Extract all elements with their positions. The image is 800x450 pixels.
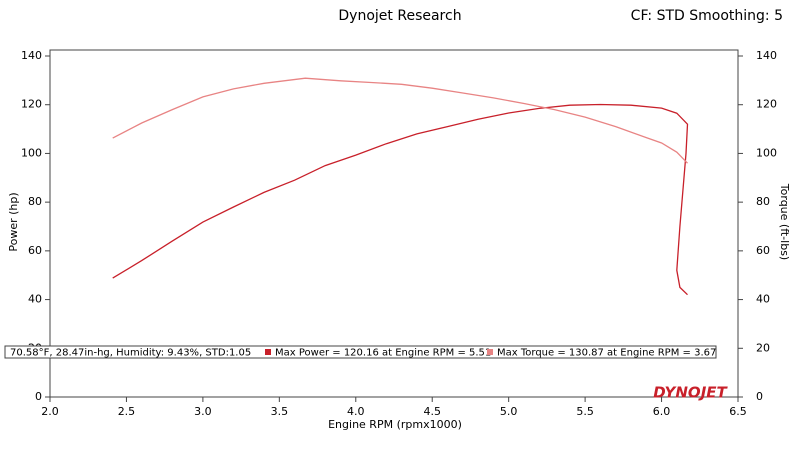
- y2-tick-label: 140: [756, 49, 777, 62]
- y2-tick-label: 60: [756, 244, 770, 257]
- x-tick-label: 2.5: [118, 405, 136, 418]
- legend-box: [4, 345, 717, 359]
- series-line: [112, 103, 689, 296]
- y2-tick-label: 0: [756, 390, 763, 403]
- logo: DYNOJET: [653, 384, 728, 402]
- y2-axis-label: Torque (ft-lbs): [778, 183, 791, 260]
- conditions: 70.58°F, 28.47in-hg, Humidity: 9.43%, ST…: [10, 348, 251, 359]
- x-tick-label: 4.5: [423, 405, 441, 418]
- y2-tick-label: 120: [756, 98, 777, 111]
- legend-label: Max Power = 120.16 at Engine RPM = 5.51: [275, 348, 491, 359]
- y-tick-label: 60: [28, 244, 42, 257]
- x-tick-label: 6.5: [729, 405, 747, 418]
- legend-swatch: [487, 349, 493, 355]
- y2-tick-label: 20: [756, 341, 770, 354]
- y-tick-label: 80: [28, 195, 42, 208]
- y2-tick-label: 80: [756, 195, 770, 208]
- y2-tick-label: 40: [756, 293, 770, 306]
- plot-frame: [49, 49, 739, 398]
- x-tick-label: 3.5: [271, 405, 289, 418]
- y-tick-label: 40: [28, 293, 42, 306]
- legend-label: Max Torque = 130.87 at Engine RPM = 3.67: [497, 348, 716, 359]
- y-tick-label: 0: [35, 390, 42, 403]
- chart-title: Dynojet Research: [338, 8, 461, 24]
- y2-tick-label: 100: [756, 146, 777, 159]
- x-tick-label: 2.0: [41, 405, 59, 418]
- x-axis-label: Engine RPM (rpmx1000): [328, 418, 462, 431]
- series-line: [112, 77, 688, 164]
- x-tick-label: 3.0: [194, 405, 212, 418]
- chart-subtitle: CF: STD Smoothing: 5: [631, 8, 783, 24]
- y-tick-label: 100: [21, 146, 42, 159]
- x-tick-label: 5.0: [500, 405, 518, 418]
- y-tick-label: 140: [21, 49, 42, 62]
- y-tick-label: 120: [21, 98, 42, 111]
- x-tick-label: 4.0: [347, 405, 365, 418]
- x-tick-label: 6.0: [653, 405, 671, 418]
- y-axis-label: Power (hp): [7, 192, 20, 251]
- x-tick-label: 5.5: [576, 405, 594, 418]
- legend-swatch: [265, 349, 271, 355]
